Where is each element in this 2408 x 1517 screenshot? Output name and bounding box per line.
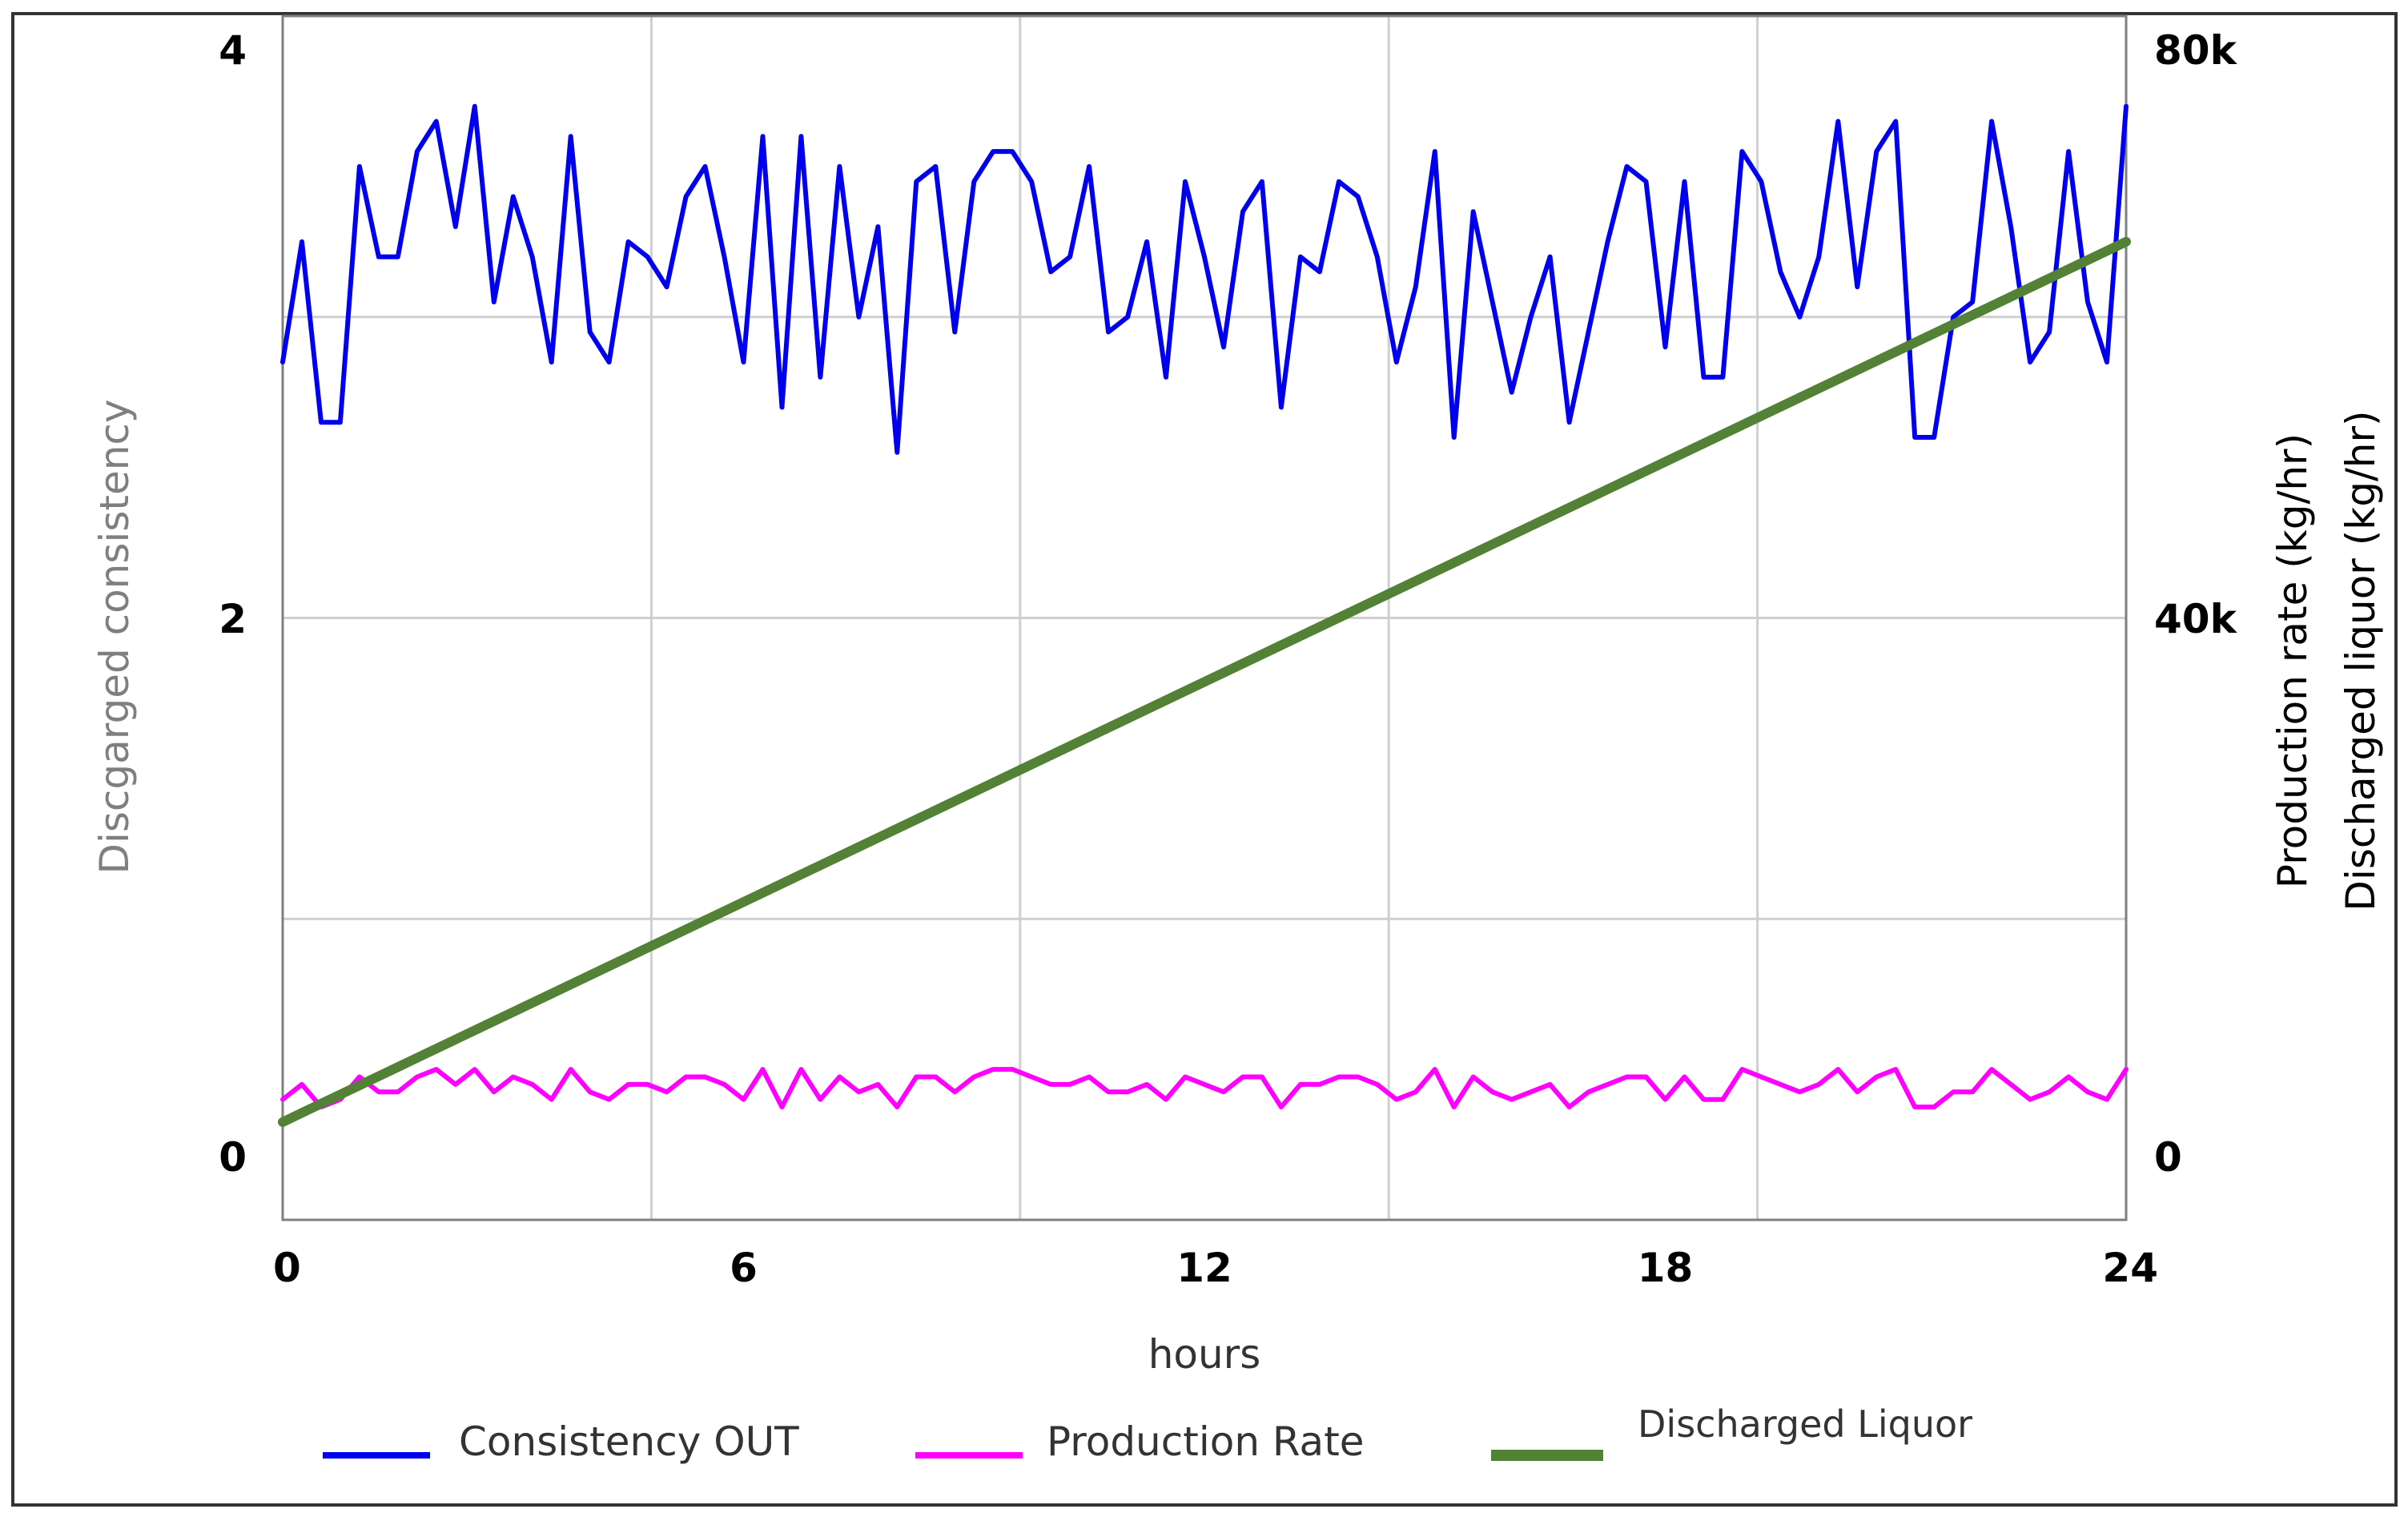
- x-tick-label: 24: [2102, 1245, 2158, 1291]
- y-right-axis-title-2: Discharged liquor (kg/hr): [2338, 410, 2384, 911]
- y-right-tick-label: 40k: [2154, 596, 2238, 642]
- legend-label-consistency-out: Consistency OUT: [459, 1418, 799, 1465]
- legend-label-production-rate: Production Rate: [1047, 1418, 1365, 1465]
- series-line-discharged-liquor: [278, 236, 2131, 1127]
- series-line-consistency-out: [280, 103, 2129, 455]
- x-tick-label: 6: [730, 1245, 758, 1291]
- legend: Consistency OUT Production Rate Discharg…: [323, 1402, 1972, 1465]
- y-right-tick-label: 0: [2154, 1134, 2182, 1181]
- y-right-tick-label: 80k: [2154, 27, 2238, 74]
- y-right-axis-title-1: Production rate (kg/hr): [2269, 433, 2316, 888]
- plot-area-border: [281, 14, 2128, 1221]
- x-axis-title: hours: [1148, 1331, 1261, 1378]
- legend-label-discharged-liquor: Discharged Liquor: [1638, 1402, 1972, 1446]
- x-tick-label: 0: [273, 1245, 301, 1291]
- y-left-axis-title: Discgarged consistency: [91, 399, 138, 874]
- y-left-tick-label: 0: [219, 1134, 247, 1181]
- series-line-production-rate: [280, 1067, 2129, 1110]
- series-lines: [278, 103, 2131, 1127]
- x-tick-label: 18: [1638, 1245, 1694, 1291]
- y-left-tick-label: 4: [219, 27, 247, 74]
- x-tick-label: 12: [1176, 1245, 1232, 1291]
- y-left-tick-label: 2: [219, 596, 247, 642]
